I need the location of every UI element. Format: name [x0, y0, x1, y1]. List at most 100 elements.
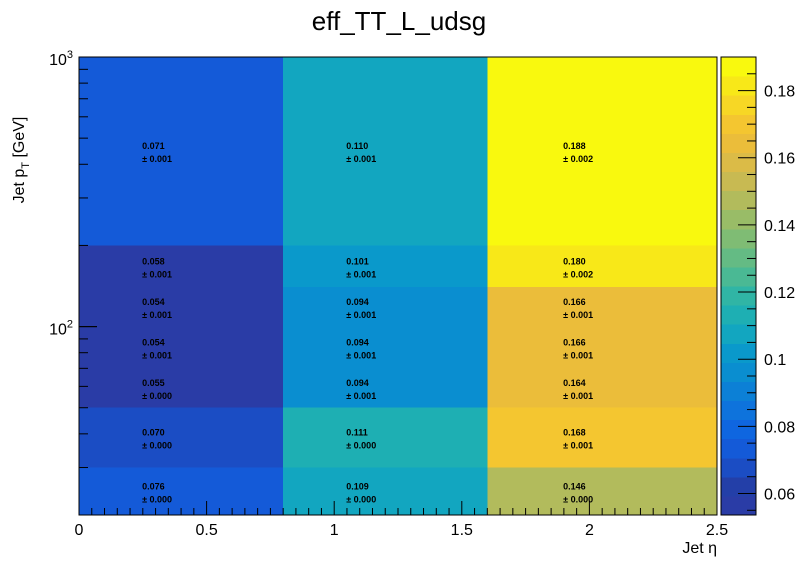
colorbar: 0.06 0.08 0.1 0.12 0.14 0.16 0.18 — [720, 56, 795, 516]
colorbar-segment — [721, 114, 756, 134]
colorbar-segment — [721, 476, 756, 497]
colorbar-tick-label: 0.08 — [764, 419, 795, 436]
colorbar-segment — [721, 343, 756, 363]
cell-value-label: 0.055 — [142, 378, 165, 388]
colorbar-segment — [721, 324, 756, 344]
cell-value-label: 0.071 — [142, 141, 165, 151]
cell-value-label: 0.111 — [346, 428, 368, 438]
heatmap-cell-labels: 0.076 ± 0.000 0.109 ± 0.000 0.146 ± 0.000 0.07… — [142, 141, 593, 504]
x-axis-label: Jet η — [682, 540, 717, 557]
colorbar-segment — [721, 381, 756, 401]
heatmap-cell — [487, 368, 717, 408]
x-tick-label: 0.5 — [195, 522, 217, 539]
colorbar-segment — [721, 171, 756, 192]
heatmap-cell — [79, 287, 284, 327]
cell-error-label: ± 0.000 — [142, 391, 172, 401]
colorbar-tick-label: 0.12 — [764, 285, 795, 302]
colorbar-segment — [721, 305, 756, 325]
cell-error-label: ± 0.001 — [346, 269, 376, 279]
heatmap-cell — [283, 287, 488, 327]
cell-error-label: ± 0.000 — [142, 441, 172, 451]
colorbar-tick-label: 0.18 — [764, 84, 795, 101]
heatmap-cell — [283, 467, 488, 515]
chart-title: eff_TT_L_udsg — [312, 6, 486, 36]
cell-error-label: ± 0.000 — [563, 494, 593, 504]
cell-value-label: 0.094 — [346, 337, 369, 347]
cell-error-label: ± 0.001 — [346, 391, 376, 401]
x-axis: 0 0.5 1 1.5 2 2.5 — [75, 501, 728, 539]
colorbar-tick-label: 0.1 — [764, 352, 786, 369]
heatmap-cell — [79, 368, 284, 408]
colorbar-segment — [721, 266, 756, 287]
cell-value-label: 0.188 — [563, 141, 586, 151]
cell-error-label: ± 0.001 — [142, 350, 172, 360]
cell-value-label: 0.054 — [142, 297, 165, 307]
colorbar-segment — [721, 457, 756, 478]
heatmap-cell — [283, 407, 488, 468]
colorbar-tick-label: 0.16 — [764, 151, 795, 168]
cell-error-label: ± 0.001 — [346, 154, 376, 164]
cell-error-label: ± 0.001 — [563, 310, 593, 320]
cell-value-label: 0.180 — [563, 256, 586, 266]
heatmap-cell — [487, 326, 717, 369]
cell-error-label: ± 0.001 — [563, 350, 593, 360]
cell-error-label: ± 0.001 — [142, 310, 172, 320]
cell-value-label: 0.058 — [142, 256, 165, 266]
cell-error-label: ± 0.000 — [346, 441, 376, 451]
heatmap-cell — [283, 245, 488, 288]
colorbar-segment — [721, 438, 756, 459]
cell-error-label: ± 0.001 — [142, 269, 172, 279]
colorbar-segment — [721, 76, 756, 96]
cell-value-label: 0.110 — [346, 141, 368, 151]
heatmap-cell — [283, 57, 488, 246]
colorbar-segment — [721, 419, 756, 440]
x-tick-label: 2.5 — [706, 522, 728, 539]
x-tick-label: 0 — [75, 522, 84, 539]
colorbar-segment — [721, 190, 756, 211]
cell-error-label: ± 0.001 — [142, 154, 172, 164]
colorbar-segment — [721, 133, 756, 153]
colorbar-segment — [721, 95, 756, 115]
cell-error-label: ± 0.001 — [346, 350, 376, 360]
colorbar-segment — [721, 286, 756, 306]
heatmap-cell — [79, 467, 284, 515]
x-tick-label: 2 — [585, 522, 594, 539]
cell-value-label: 0.076 — [142, 481, 165, 491]
x-tick-label: 1 — [330, 522, 339, 539]
colorbar-frame — [720, 56, 757, 516]
cell-error-label: ± 0.000 — [142, 494, 172, 504]
cell-error-label: ± 0.002 — [563, 269, 593, 279]
heatmap-cell — [487, 245, 717, 288]
heatmap-cell — [79, 245, 284, 288]
cell-value-label: 0.164 — [563, 378, 586, 388]
colorbar-tick-label: 0.06 — [764, 487, 795, 504]
heatmap-cell — [487, 407, 717, 468]
cell-value-label: 0.054 — [142, 337, 165, 347]
heatmap-cell — [487, 287, 717, 327]
heatmap-cells — [79, 57, 717, 515]
colorbar-segment — [721, 495, 756, 516]
cell-value-label: 0.101 — [346, 256, 369, 266]
cell-value-label: 0.094 — [346, 378, 369, 388]
cell-value-label: 0.109 — [346, 481, 369, 491]
y-tick-label: 103 — [49, 49, 73, 69]
y-axis: 102 103 — [49, 49, 97, 516]
cell-value-label: 0.146 — [563, 481, 586, 491]
cell-error-label: ± 0.001 — [346, 310, 376, 320]
colorbar-segment — [721, 247, 756, 268]
heatmap-cell — [487, 467, 717, 515]
heatmap-cell — [487, 57, 717, 246]
heatmap-cell — [283, 368, 488, 408]
colorbar-segment — [721, 400, 756, 421]
heatmap-cell — [79, 407, 284, 468]
cell-error-label: ± 0.002 — [563, 154, 593, 164]
cell-value-label: 0.166 — [563, 337, 586, 347]
y-axis-label: Jet pT [GeV] — [11, 117, 32, 204]
colorbar-segment — [721, 152, 756, 172]
x-tick-label: 1.5 — [451, 522, 473, 539]
cell-value-label: 0.166 — [563, 297, 586, 307]
cell-value-label: 0.094 — [346, 297, 369, 307]
cell-error-label: ± 0.001 — [563, 441, 593, 451]
y-tick-label: 102 — [49, 319, 73, 339]
